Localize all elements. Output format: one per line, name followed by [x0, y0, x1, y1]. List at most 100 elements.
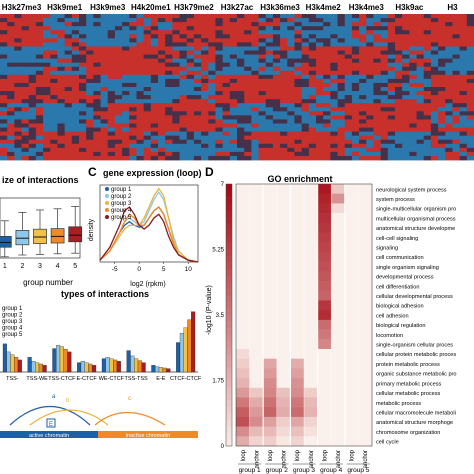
heatmap-cell [402, 127, 410, 133]
heatmap-cell [272, 151, 281, 157]
heatmap-cell [287, 70, 295, 76]
go-cell [263, 397, 278, 408]
heatmap-cell [179, 22, 188, 27]
heatmap-cell [395, 46, 403, 51]
heatmap-cell [416, 54, 425, 60]
heatmap-cell [373, 139, 382, 145]
heatmap-cell [323, 78, 331, 84]
go-cell [317, 348, 332, 359]
heatmap-cell [158, 38, 166, 43]
heatmap-cell [323, 111, 331, 116]
heatmap-cell [294, 18, 303, 23]
heatmap-cell [409, 30, 417, 35]
heatmap-cell [43, 95, 51, 100]
heatmap-cell [251, 95, 259, 100]
density-line-5 [99, 206, 199, 263]
heatmap-cell [64, 30, 73, 35]
heatmap-cell [100, 119, 109, 124]
heatmap-cell [208, 14, 216, 19]
heatmap-cell [395, 74, 403, 80]
heatmap-cell [416, 115, 425, 120]
heatmap-cell [323, 107, 331, 112]
heatmap-cell [129, 155, 137, 161]
heatmap-cell [122, 70, 130, 76]
scale-step [226, 315, 232, 322]
heatmap-cell [330, 135, 338, 141]
heatmap-cell [430, 127, 439, 133]
heatmap-cell [143, 42, 152, 47]
heatmap-cell [122, 131, 130, 137]
heatmap-cell [28, 38, 37, 43]
heatmap-cell [7, 26, 15, 31]
heatmap-cell [337, 14, 346, 19]
heatmap-cell [258, 111, 267, 116]
heatmap-cell [107, 123, 116, 128]
go-cell [317, 261, 332, 272]
heatmap-cell [366, 151, 374, 157]
heatmap-cell [0, 111, 8, 116]
heatmap-cell [416, 14, 425, 19]
heatmap-cell [380, 22, 389, 27]
heatmap-cell [201, 151, 209, 157]
heatmap-cell [122, 111, 130, 116]
heatmap-cell [114, 50, 123, 55]
heatmap-cell [143, 119, 152, 124]
heatmap-cell [438, 50, 446, 55]
heatmap-cell [0, 30, 8, 35]
heatmap-cell [158, 151, 166, 157]
heatmap-cell [158, 78, 166, 84]
go-cell [304, 232, 318, 243]
heatmap-cell [208, 147, 216, 153]
heatmap-cell [165, 111, 173, 116]
heatmap-cell [402, 14, 410, 19]
go-cell [263, 310, 278, 321]
go-cell [276, 300, 291, 311]
heatmap-cell [64, 111, 73, 116]
heatmap-cell [93, 123, 101, 128]
bar-WE-CTCF-group5 [116, 361, 121, 373]
heatmap-cell [237, 58, 245, 64]
heatmap-cell [452, 87, 461, 92]
heatmap-cell [430, 103, 439, 108]
heatmap-cell [186, 119, 195, 124]
heatmap-cell [165, 139, 173, 145]
heatmap-cell [229, 107, 238, 112]
heatmap-cell [0, 66, 8, 72]
heatmap-cell [14, 103, 22, 108]
heatmap-cell [423, 103, 432, 108]
heatmap-cell [316, 143, 324, 149]
heatmap-cell [366, 74, 374, 80]
heatmap-cell [351, 143, 360, 149]
heatmap-cell [179, 131, 188, 137]
go-cell [263, 213, 278, 224]
heatmap-cell [287, 78, 295, 84]
heatmap-cell [114, 54, 123, 60]
heatmap-cell [466, 78, 474, 84]
heatmap-cell [14, 139, 22, 145]
go-column-label: loop [241, 449, 247, 461]
heatmap-cell [387, 22, 396, 27]
heatmap-cell [0, 58, 8, 64]
heatmap-cell [330, 127, 338, 133]
heatmap-cell [416, 78, 425, 84]
heatmap-cell [28, 131, 37, 137]
heatmap-cell [251, 119, 259, 124]
heatmap-cell [143, 87, 152, 92]
heatmap-cell [28, 18, 37, 23]
heatmap-cell [71, 99, 80, 104]
heatmap-cell [28, 115, 37, 120]
heatmap-cell [344, 107, 353, 112]
heatmap-cell [222, 123, 231, 128]
heatmap-cell [79, 139, 87, 145]
heatmap-cell [272, 70, 281, 76]
heatmap-cell [86, 50, 94, 55]
heatmap-cell [122, 103, 130, 108]
heatmap-cell [395, 38, 403, 43]
active-chromatin-label: active chromatin [29, 433, 69, 439]
heatmap-cell [172, 82, 180, 88]
heatmap-cell [122, 99, 130, 104]
heatmap-cell [430, 135, 439, 141]
heatmap-cell [93, 151, 101, 157]
heatmap-cell [359, 99, 367, 104]
heatmap-cell [136, 127, 145, 133]
